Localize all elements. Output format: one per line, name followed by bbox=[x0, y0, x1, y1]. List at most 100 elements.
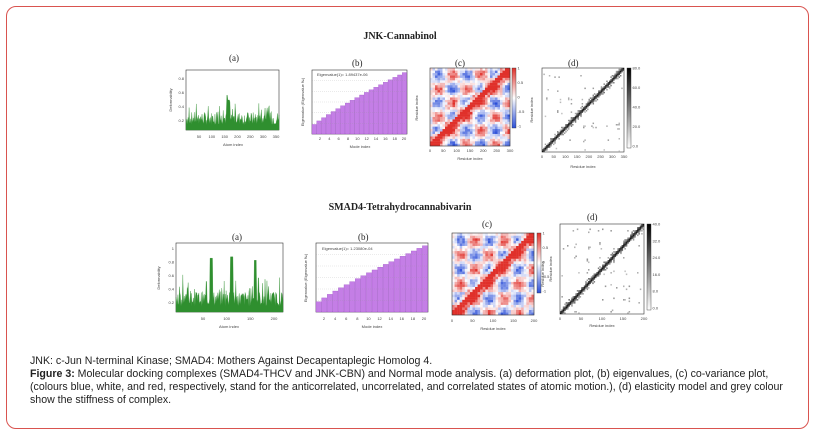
bottom-deform-xtick: 200 bbox=[271, 316, 278, 321]
top-deform-series bbox=[185, 95, 280, 131]
bottom-eigen-bar bbox=[377, 266, 383, 313]
top-eigen-xtick: 12 bbox=[364, 136, 369, 141]
top-elastic-xtick: 150 bbox=[574, 154, 581, 159]
caption-body: Figure 3: Molecular docking complexes (S… bbox=[30, 368, 800, 407]
top-covar-cbar-tick: -1 bbox=[518, 124, 522, 129]
bottom-eigen-xtick: 8 bbox=[356, 316, 359, 321]
bottom-elastic-xtick: 0 bbox=[559, 316, 562, 321]
bottom-eigen-bar bbox=[405, 253, 411, 313]
top-eigen-bar bbox=[397, 74, 402, 135]
top-covar-xtick: 200 bbox=[480, 148, 487, 153]
top-eigen-bar bbox=[311, 124, 317, 135]
bottom-elastic-colorbar bbox=[646, 223, 652, 311]
bottom-deform-series bbox=[175, 256, 284, 313]
top-covar-cbar-tick: 1 bbox=[518, 66, 521, 71]
bottom-elastic-ylabel: Residue index bbox=[548, 256, 553, 281]
bottom-covar-xlabel: Residue index bbox=[480, 326, 505, 331]
bottom-deform-ylabel: Deformability bbox=[156, 266, 161, 289]
top-elastic-cbar-tick: 80.0 bbox=[633, 66, 642, 71]
bottom-row-title: SMAD4-Tetrahydrocannabivarin bbox=[328, 202, 472, 213]
top-eigen-xtick: 6 bbox=[338, 136, 341, 141]
bottom-covar-xtick: 100 bbox=[490, 318, 497, 323]
top-eigen-bar bbox=[340, 105, 345, 135]
bottom-elastic-xtick: 100 bbox=[599, 316, 606, 321]
bottom-eigen-bar bbox=[343, 284, 350, 313]
top-eigen-bar bbox=[321, 117, 326, 135]
caption-abbreviations: JNK: c-Jun N-terminal Kinase; SMAD4: Mot… bbox=[30, 355, 433, 367]
top-deform-xtick: 350 bbox=[273, 134, 280, 139]
top-eigen-bar bbox=[316, 120, 322, 135]
bottom-deform-label: (a) bbox=[232, 232, 242, 242]
bottom-eigen-bar bbox=[394, 258, 400, 313]
caption-figure-label: Figure 3: bbox=[30, 368, 75, 380]
top-elastic-cbar-tick: 60.0 bbox=[633, 85, 642, 90]
bottom-eigen-xtick: 20 bbox=[422, 316, 427, 321]
top-elastic-cbar-tick: 20.0 bbox=[633, 124, 642, 129]
top-covar-xtick: 250 bbox=[493, 148, 500, 153]
top-elastic-xtick: 0 bbox=[541, 154, 544, 159]
top-covar-plot: 1 0.5 0 -0.5 -1 0 50 100 150 200 250 300 Residue i… bbox=[414, 66, 525, 162]
top-elastic-cbar-tick: 40.0 bbox=[633, 105, 642, 110]
top-eigen-xtick: 20 bbox=[402, 136, 407, 141]
bottom-covar-xtick: 200 bbox=[531, 318, 538, 323]
bottom-eigen-xlabel: Mode index bbox=[362, 324, 383, 329]
top-eigen-bar bbox=[373, 87, 379, 135]
top-elastic-plot: 80.0 60.0 40.0 20.0 0.0 0 50 100 150 200 250 300 35… bbox=[529, 66, 641, 170]
bottom-covar-xtick: 150 bbox=[510, 318, 517, 323]
bottom-eigen-bar bbox=[360, 275, 367, 313]
bottom-covar-cbar-tick: -1 bbox=[543, 289, 547, 294]
bottom-deform-ytick: 0.4 bbox=[168, 287, 174, 292]
top-row-title: JNK-Cannabinol bbox=[363, 31, 437, 42]
figure-frame bbox=[6, 6, 809, 429]
bottom-eigen-bar bbox=[338, 287, 344, 313]
top-covar-colorbar bbox=[511, 67, 517, 129]
top-deform-xtick: 200 bbox=[234, 134, 241, 139]
bottom-eigen-ylabel: Eigenvalue (Eigenvalue ‰) bbox=[303, 253, 308, 302]
bottom-deform-ytick: 0.2 bbox=[168, 300, 174, 305]
bottom-eigen-bar bbox=[388, 261, 395, 313]
bottom-deform-ytick: 0.8 bbox=[168, 260, 174, 265]
bottom-elastic-cbar-tick: 16.0 bbox=[653, 272, 662, 277]
bottom-elastic-cbar-tick: 8.0 bbox=[653, 289, 659, 294]
top-eigen-xtick: 14 bbox=[374, 136, 379, 141]
top-eigen-xtick: 2 bbox=[319, 136, 322, 141]
top-eigen-xtick: 10 bbox=[355, 136, 360, 141]
bottom-eigen-bar bbox=[332, 290, 339, 313]
top-eigen-xtick: 8 bbox=[347, 136, 350, 141]
top-elastic-xtick: 350 bbox=[621, 154, 628, 159]
top-eigen-bar bbox=[345, 102, 350, 135]
top-eigen-bar bbox=[354, 97, 360, 135]
bottom-deform-xlabel: Atom index bbox=[219, 324, 239, 329]
bottom-elastic-xtick: 150 bbox=[620, 316, 627, 321]
bottom-eigen-bar bbox=[321, 297, 327, 313]
top-covar-cbar-tick: -0.5 bbox=[518, 109, 526, 114]
top-eigen-xtick: 4 bbox=[328, 136, 331, 141]
top-eigen-bar bbox=[364, 92, 369, 135]
bottom-covar-label: (c) bbox=[482, 219, 492, 229]
top-eigen-xlabel: Mode index bbox=[350, 144, 371, 149]
bottom-eigen-xtick: 6 bbox=[345, 316, 348, 321]
top-eigen-bar bbox=[402, 72, 407, 135]
bottom-covar-ylabel: Residue index bbox=[540, 261, 545, 286]
bottom-deform-xtick: 150 bbox=[247, 316, 254, 321]
bottom-covar-xtick: 0 bbox=[451, 318, 454, 323]
caption-text: Molecular docking complexes (SMAD4-THCV … bbox=[30, 368, 783, 406]
top-covar-heatmap bbox=[430, 68, 511, 147]
bottom-deform-plot: 50 100 150 200 1 0.8 0.6 0.4 0.2 Atom index Def… bbox=[156, 242, 284, 329]
bottom-eigen-xtick: 14 bbox=[388, 316, 393, 321]
top-eigen-bar bbox=[368, 89, 374, 135]
bottom-deform-ytick: 1 bbox=[172, 246, 175, 251]
top-deform-xtick: 150 bbox=[221, 134, 228, 139]
top-eigen-annotation: Eigenvalue(1)= 1.89437e-06 bbox=[317, 72, 368, 77]
top-covar-xlabel: Residue index bbox=[457, 156, 482, 161]
top-covar-xtick: 100 bbox=[453, 148, 460, 153]
top-eigen-bar bbox=[326, 114, 331, 135]
top-elastic-ylabel: Residue index bbox=[529, 97, 534, 122]
top-eigen-bar bbox=[359, 94, 364, 135]
bottom-deform-xtick: 100 bbox=[223, 316, 230, 321]
top-elastic-xtick: 250 bbox=[597, 154, 604, 159]
top-eigen-bar bbox=[335, 108, 341, 135]
bottom-deform-ytick: 0.6 bbox=[168, 273, 174, 278]
top-deform-xtick: 250 bbox=[247, 134, 254, 139]
bottom-eigen-xtick: 18 bbox=[411, 316, 416, 321]
